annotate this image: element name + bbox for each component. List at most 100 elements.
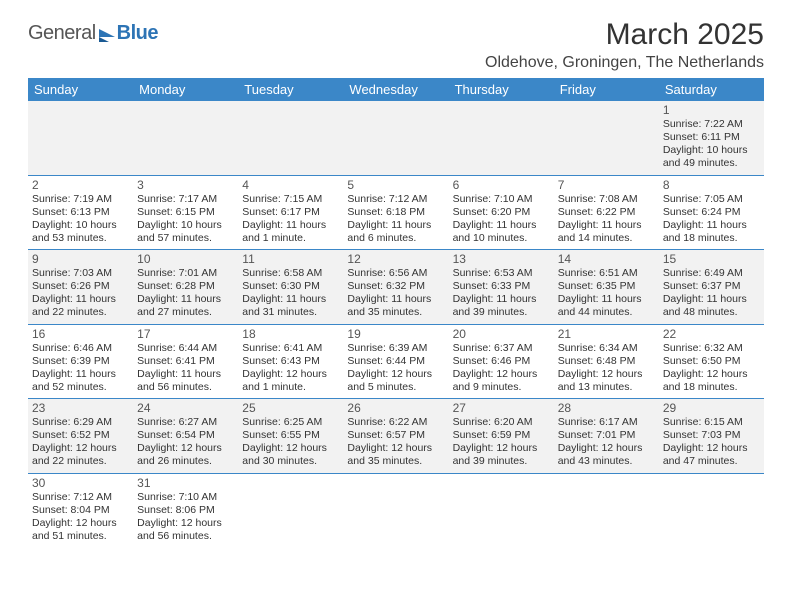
sunset-line: Sunset: 6:32 PM — [347, 280, 444, 293]
sunset-line: Sunset: 8:04 PM — [32, 504, 129, 517]
day-number: 3 — [137, 178, 234, 192]
day-cell: 16Sunrise: 6:46 AMSunset: 6:39 PMDayligh… — [28, 324, 133, 399]
sunset-line: Sunset: 6:37 PM — [663, 280, 760, 293]
day-cell: 20Sunrise: 6:37 AMSunset: 6:46 PMDayligh… — [449, 324, 554, 399]
day-number: 9 — [32, 252, 129, 266]
day-number: 23 — [32, 401, 129, 415]
sunrise-line: Sunrise: 6:58 AM — [242, 267, 339, 280]
day-number: 1 — [663, 103, 760, 117]
sunset-line: Sunset: 6:52 PM — [32, 429, 129, 442]
day-number: 21 — [558, 327, 655, 341]
daylight-line: Daylight: 12 hours and 43 minutes. — [558, 442, 655, 468]
day-cell: 29Sunrise: 6:15 AMSunset: 7:03 PMDayligh… — [659, 399, 764, 474]
day-number: 20 — [453, 327, 550, 341]
daylight-line: Daylight: 11 hours and 18 minutes. — [663, 219, 760, 245]
calendar-page: General Blue March 2025 Oldehove, Gronin… — [0, 0, 792, 557]
empty-cell — [238, 101, 343, 175]
calendar-week-row: 1Sunrise: 7:22 AMSunset: 6:11 PMDaylight… — [28, 101, 764, 175]
day-cell: 25Sunrise: 6:25 AMSunset: 6:55 PMDayligh… — [238, 399, 343, 474]
sunset-line: Sunset: 6:15 PM — [137, 206, 234, 219]
sunset-line: Sunset: 7:01 PM — [558, 429, 655, 442]
day-cell: 5Sunrise: 7:12 AMSunset: 6:18 PMDaylight… — [343, 175, 448, 250]
sunrise-line: Sunrise: 6:41 AM — [242, 342, 339, 355]
sunrise-line: Sunrise: 6:37 AM — [453, 342, 550, 355]
sunrise-line: Sunrise: 7:12 AM — [32, 491, 129, 504]
sunrise-line: Sunrise: 7:22 AM — [663, 118, 760, 131]
sunset-line: Sunset: 6:35 PM — [558, 280, 655, 293]
location-label: Oldehove, Groningen, The Netherlands — [485, 54, 764, 72]
sunset-line: Sunset: 6:43 PM — [242, 355, 339, 368]
calendar-table: Sunday Monday Tuesday Wednesday Thursday… — [28, 78, 764, 547]
day-number: 29 — [663, 401, 760, 415]
day-header: Tuesday — [238, 78, 343, 101]
empty-cell — [554, 101, 659, 175]
daylight-line: Daylight: 11 hours and 10 minutes. — [453, 219, 550, 245]
daylight-line: Daylight: 12 hours and 5 minutes. — [347, 368, 444, 394]
page-header: General Blue March 2025 Oldehove, Gronin… — [28, 18, 764, 72]
day-cell: 4Sunrise: 7:15 AMSunset: 6:17 PMDaylight… — [238, 175, 343, 250]
empty-cell — [554, 473, 659, 547]
day-number: 16 — [32, 327, 129, 341]
day-number: 2 — [32, 178, 129, 192]
daylight-line: Daylight: 12 hours and 13 minutes. — [558, 368, 655, 394]
day-number: 24 — [137, 401, 234, 415]
day-cell: 11Sunrise: 6:58 AMSunset: 6:30 PMDayligh… — [238, 250, 343, 325]
daylight-line: Daylight: 12 hours and 18 minutes. — [663, 368, 760, 394]
sunset-line: Sunset: 6:17 PM — [242, 206, 339, 219]
calendar-week-row: 9Sunrise: 7:03 AMSunset: 6:26 PM Daylight… — [28, 250, 764, 325]
sunset-line: Sunset: 6:13 PM — [32, 206, 129, 219]
sunrise-line: Sunrise: 7:03 AM — [32, 267, 129, 280]
day-number: 12 — [347, 252, 444, 266]
daylight-line: Daylight: 11 hours and 14 minutes. — [558, 219, 655, 245]
day-header-row: Sunday Monday Tuesday Wednesday Thursday… — [28, 78, 764, 101]
day-header: Thursday — [449, 78, 554, 101]
empty-cell — [238, 473, 343, 547]
sunset-line: Sunset: 6:30 PM — [242, 280, 339, 293]
sunrise-line: Sunrise: 6:39 AM — [347, 342, 444, 355]
day-cell: 31Sunrise: 7:10 AMSunset: 8:06 PMDayligh… — [133, 473, 238, 547]
calendar-week-row: 30Sunrise: 7:12 AMSunset: 8:04 PMDayligh… — [28, 473, 764, 547]
day-cell: 7Sunrise: 7:08 AMSunset: 6:22 PMDaylight… — [554, 175, 659, 250]
sunrise-line: Sunrise: 7:12 AM — [347, 193, 444, 206]
daylight-line: Daylight: 12 hours and 47 minutes. — [663, 442, 760, 468]
sunrise-line: Sunrise: 7:17 AM — [137, 193, 234, 206]
sunset-line: Sunset: 6:26 PM — [32, 280, 129, 293]
calendar-week-row: 16Sunrise: 6:46 AMSunset: 6:39 PMDayligh… — [28, 324, 764, 399]
logo-word2: Blue — [117, 22, 158, 45]
daylight-line: Daylight: 10 hours and 57 minutes. — [137, 219, 234, 245]
sunrise-line: Sunrise: 7:15 AM — [242, 193, 339, 206]
title-block: March 2025 Oldehove, Groningen, The Neth… — [485, 18, 764, 72]
sunset-line: Sunset: 6:33 PM — [453, 280, 550, 293]
daylight-line: Daylight: 12 hours and 9 minutes. — [453, 368, 550, 394]
sail-icon — [99, 29, 115, 37]
day-number: 7 — [558, 178, 655, 192]
sunrise-line: Sunrise: 6:56 AM — [347, 267, 444, 280]
day-cell: 6Sunrise: 7:10 AMSunset: 6:20 PMDaylight… — [449, 175, 554, 250]
daylight-line: Daylight: 12 hours and 39 minutes. — [453, 442, 550, 468]
day-number: 11 — [242, 252, 339, 266]
sunrise-line: Sunrise: 7:10 AM — [453, 193, 550, 206]
day-number: 10 — [137, 252, 234, 266]
sunset-line: Sunset: 6:48 PM — [558, 355, 655, 368]
sunset-line: Sunset: 6:55 PM — [242, 429, 339, 442]
daylight-line: Daylight: 12 hours and 35 minutes. — [347, 442, 444, 468]
daylight-line: Daylight: 11 hours and 52 minutes. — [32, 368, 129, 394]
daylight-line: Daylight: 11 hours and 27 minutes. — [137, 293, 234, 319]
empty-cell — [28, 101, 133, 175]
sunset-line: Sunset: 6:41 PM — [137, 355, 234, 368]
sunset-line: Sunset: 6:57 PM — [347, 429, 444, 442]
day-cell: 23Sunrise: 6:29 AMSunset: 6:52 PMDayligh… — [28, 399, 133, 474]
sunrise-line: Sunrise: 6:51 AM — [558, 267, 655, 280]
empty-cell — [449, 101, 554, 175]
day-cell: 22Sunrise: 6:32 AMSunset: 6:50 PMDayligh… — [659, 324, 764, 399]
day-number: 25 — [242, 401, 339, 415]
day-header: Saturday — [659, 78, 764, 101]
day-number: 30 — [32, 476, 129, 490]
sunset-line: Sunset: 6:22 PM — [558, 206, 655, 219]
sunrise-line: Sunrise: 6:22 AM — [347, 416, 444, 429]
empty-cell — [343, 473, 448, 547]
day-number: 15 — [663, 252, 760, 266]
empty-cell — [659, 473, 764, 547]
daylight-line: Daylight: 12 hours and 1 minute. — [242, 368, 339, 394]
sunset-line: Sunset: 6:11 PM — [663, 131, 760, 144]
